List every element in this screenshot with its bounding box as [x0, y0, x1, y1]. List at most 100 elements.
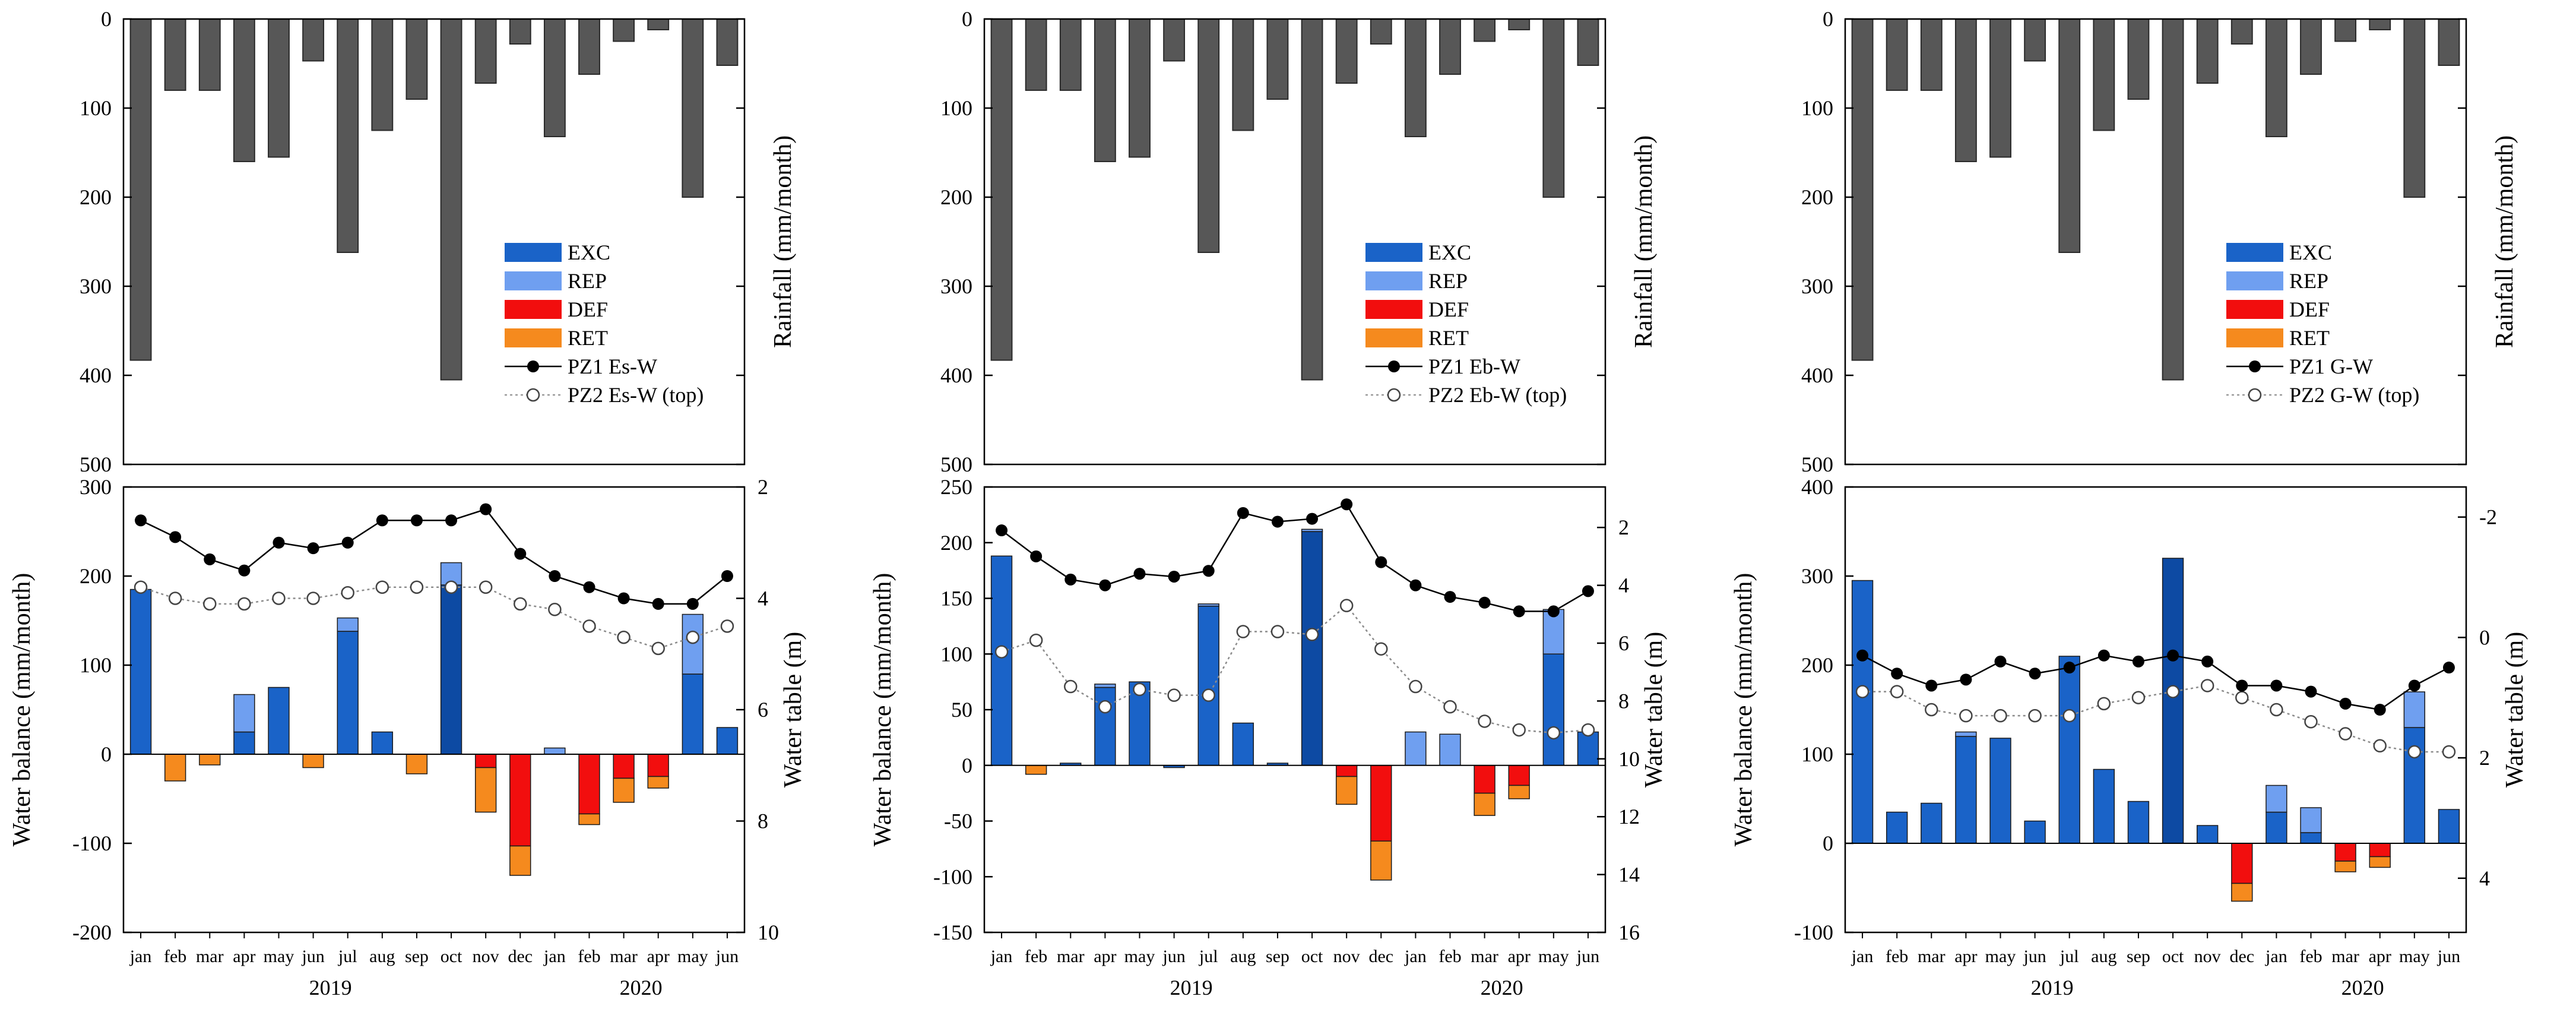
rainfall-tick-label: 200 — [1801, 185, 1833, 209]
pz1-point — [1409, 579, 1422, 592]
rainfall-bar — [578, 18, 600, 75]
month-label: feb — [1886, 947, 1908, 966]
rainfall-tick-label: 400 — [940, 363, 972, 387]
rainfall-bar — [2162, 18, 2184, 381]
legend-marker-pz1 — [527, 360, 539, 372]
month-label: jun — [1162, 947, 1185, 966]
balance-axis-label: Water balance (mm/month) — [8, 573, 36, 847]
month-label: nov — [473, 947, 499, 966]
rainfall-tick-label: 100 — [1801, 96, 1833, 120]
pz1-point — [1064, 573, 1077, 586]
rainfall-bar — [2438, 18, 2460, 66]
pz1-point — [1513, 605, 1525, 618]
month-label: may — [1985, 947, 2016, 966]
rainfall-bar — [371, 18, 394, 131]
rainfall-bar — [2196, 18, 2219, 84]
pz1-point — [1133, 568, 1146, 580]
rainfall-bar — [1989, 18, 2011, 158]
exc-bar — [371, 731, 394, 755]
balance-tick-label: -150 — [933, 921, 972, 944]
water-table-tick-label: 2 — [758, 475, 768, 499]
water-table-tick-label: 4 — [2479, 866, 2490, 890]
month-label: oct — [441, 947, 462, 966]
pz1-point — [1960, 673, 1972, 686]
rainfall-bar — [2300, 18, 2322, 75]
legend-label-def: DEF — [2289, 298, 2330, 321]
exc-bar — [1301, 531, 1323, 766]
legend-label-ret: RET — [2289, 326, 2330, 350]
rainfall-bar — [2230, 18, 2253, 45]
rep-bar — [1094, 684, 1116, 688]
ret-bar — [1474, 792, 1495, 816]
legend-swatch-rep — [505, 271, 562, 290]
month-label: sep — [1266, 947, 1289, 966]
rainfall-bar — [647, 18, 670, 30]
exc-bar — [2266, 811, 2287, 844]
exc-bar — [1094, 687, 1116, 766]
legend-swatch-ret — [2226, 328, 2283, 347]
pz1-point — [1582, 585, 1594, 597]
month-label: jan — [990, 947, 1013, 966]
rep-bar — [2300, 807, 2322, 833]
pz2-point — [341, 586, 354, 600]
rainfall-bar — [233, 18, 255, 162]
legend-marker-pz2 — [1387, 388, 1401, 402]
pz1-point — [2097, 649, 2110, 662]
rep-bar — [337, 617, 359, 632]
pz2-point — [1305, 628, 1319, 641]
pz1-point — [480, 503, 492, 515]
water-table-tick-label: 4 — [1618, 574, 1629, 597]
rainfall-tick-label: 0 — [1823, 7, 1833, 31]
exc-bar — [716, 727, 739, 755]
rainfall-bar — [990, 18, 1013, 361]
legend-swatch-def — [505, 300, 562, 319]
rainfall-bar — [1163, 18, 1186, 62]
pz2-point — [1167, 688, 1181, 702]
month-label: aug — [2091, 947, 2116, 966]
month-label: oct — [1301, 947, 1323, 966]
legend-marker-pz1 — [1388, 360, 1400, 372]
pz1-point — [1994, 655, 2007, 668]
ret-bar — [2334, 861, 2356, 872]
exc-bar — [990, 555, 1013, 766]
rainfall-bar — [543, 18, 566, 137]
month-label: apr — [1094, 947, 1116, 966]
rainfall-bar — [2265, 18, 2287, 137]
pz2-point — [237, 597, 251, 611]
pz1-point — [2270, 679, 2283, 692]
pz2-point — [410, 580, 424, 594]
month-label: apr — [2369, 947, 2391, 966]
ret-bar — [578, 813, 600, 825]
def-bar — [509, 754, 531, 847]
balance-tick-label: 50 — [951, 698, 972, 722]
pz1-point — [2063, 662, 2076, 674]
pz1-point — [996, 524, 1008, 537]
pz1-point — [1891, 668, 1903, 680]
def-bar — [2369, 843, 2391, 858]
pz2-point — [1133, 682, 1146, 697]
pz2-point — [479, 580, 493, 594]
month-label: jul — [2059, 947, 2079, 966]
legend-label-def: DEF — [1428, 298, 1469, 321]
water-table-tick-label: 8 — [758, 809, 768, 833]
pz2-point — [1202, 688, 1215, 702]
pz2-point — [375, 580, 389, 594]
water-table-tick-label: 12 — [1618, 805, 1640, 828]
pz1-point — [410, 514, 423, 527]
rainfall-bar — [1301, 18, 1323, 381]
balance-tick-label: -100 — [1794, 921, 1833, 944]
month-label: may — [1124, 947, 1155, 966]
year-label-2020: 2020 — [2341, 976, 2384, 999]
pz1-point — [1375, 556, 1387, 568]
ret-bar — [302, 754, 324, 768]
rep-bar — [1301, 529, 1323, 532]
rainfall-bar — [302, 18, 325, 62]
legend-label-exc: EXC — [2289, 241, 2332, 264]
exc-bar — [1955, 736, 1977, 844]
rainfall-bar — [2024, 18, 2046, 62]
water-table-tick-label: 16 — [1618, 921, 1640, 944]
rainfall-bar — [474, 18, 497, 84]
exc-bar — [440, 584, 462, 755]
pz2-point — [1409, 679, 1422, 694]
